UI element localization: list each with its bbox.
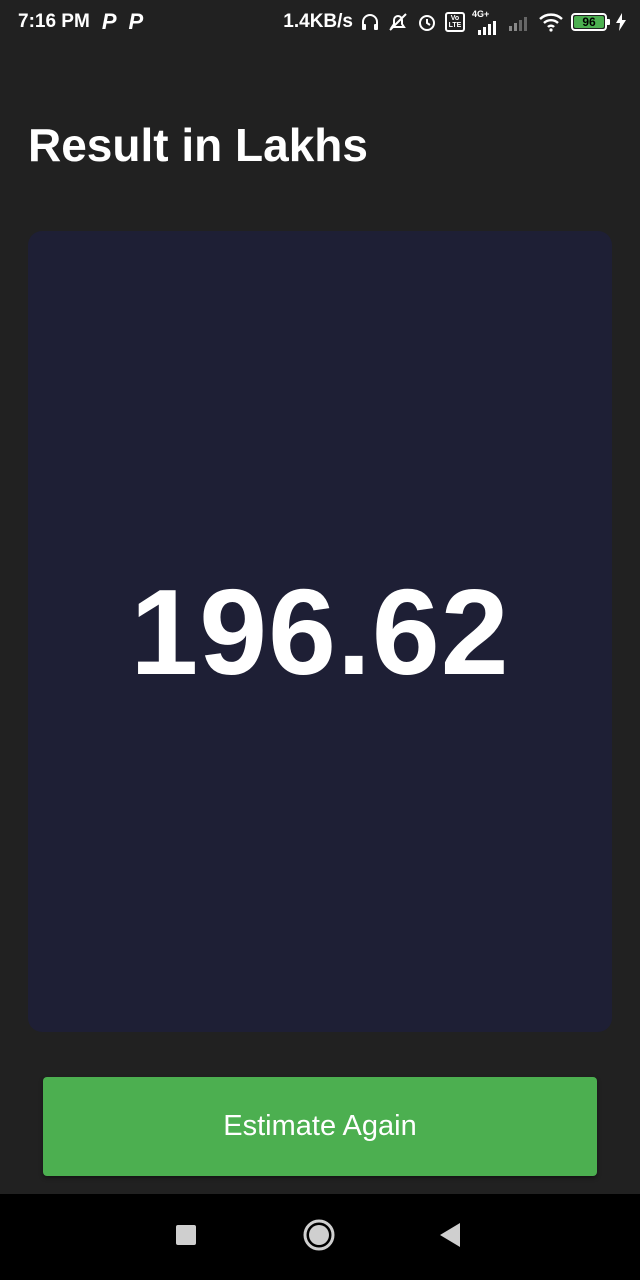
recents-icon xyxy=(175,1224,197,1251)
home-button[interactable] xyxy=(279,1194,359,1280)
status-time: 7:16 PM xyxy=(18,11,90,32)
battery-level: 96 xyxy=(574,16,604,28)
signal-weak-icon xyxy=(507,13,531,31)
wifi-icon xyxy=(538,12,564,32)
result-card: 196.62 xyxy=(28,231,612,1032)
charging-icon xyxy=(616,13,626,31)
back-button[interactable] xyxy=(410,1194,490,1280)
back-icon xyxy=(438,1222,462,1253)
volte-icon: Vo LTE xyxy=(445,12,465,32)
alarm-icon xyxy=(416,11,438,33)
bell-off-icon xyxy=(387,11,409,33)
network-speed: 1.4KB/s xyxy=(283,11,353,32)
home-icon xyxy=(302,1218,336,1257)
notification-p-icon: P xyxy=(101,9,117,34)
status-bar: 7:16 PM P P 1.4KB/s Vo LTE 4G+ 96 xyxy=(0,0,640,44)
navigation-bar xyxy=(0,1194,640,1280)
volte-label-bottom: LTE xyxy=(448,22,462,29)
result-value: 196.62 xyxy=(130,563,510,700)
recents-button[interactable] xyxy=(146,1194,226,1280)
notification-p-icon: P xyxy=(128,9,144,34)
signal-icon: 4G+ xyxy=(472,8,500,35)
battery-icon: 96 xyxy=(571,13,610,31)
status-left: 7:16 PM P P xyxy=(18,9,143,35)
headset-icon xyxy=(360,12,380,32)
status-right: 1.4KB/s Vo LTE 4G+ 96 xyxy=(283,8,626,35)
volte-label-top: Vo xyxy=(450,15,460,22)
network-type: 4G+ xyxy=(472,8,490,19)
estimate-again-button[interactable]: Estimate Again xyxy=(43,1077,597,1176)
page-title: Result in Lakhs xyxy=(28,119,368,171)
